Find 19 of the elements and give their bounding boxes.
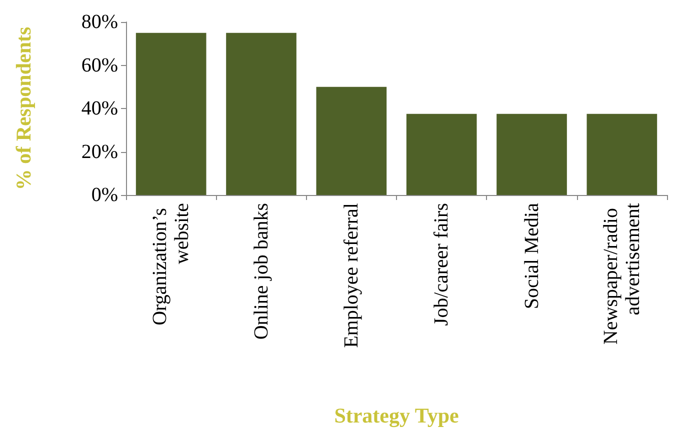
bar — [406, 114, 477, 195]
x-tick-label: Online job banks — [250, 202, 272, 340]
x-tick-label: Job/career fairs — [430, 202, 453, 326]
y-tick-label: 0% — [91, 184, 118, 206]
bar — [586, 114, 658, 195]
x-tick-label: Employee referral — [340, 202, 362, 348]
bar — [226, 32, 296, 195]
bar — [136, 32, 206, 195]
y-tick-label: 60% — [81, 54, 118, 76]
x-axis-title: Strategy Type — [334, 404, 459, 428]
x-tick-label: Organization’s website — [149, 202, 194, 326]
x-tick-label: Newspaper/radio advertisement — [600, 202, 644, 345]
x-tick-label: Social Media — [520, 202, 543, 310]
bar — [496, 114, 567, 195]
y-tick-label: 20% — [81, 140, 118, 163]
y-axis-title: % of Respondents — [12, 26, 36, 190]
y-tick-label: 80% — [81, 11, 118, 33]
y-tick-label: 40% — [81, 98, 118, 120]
bar — [316, 86, 387, 195]
